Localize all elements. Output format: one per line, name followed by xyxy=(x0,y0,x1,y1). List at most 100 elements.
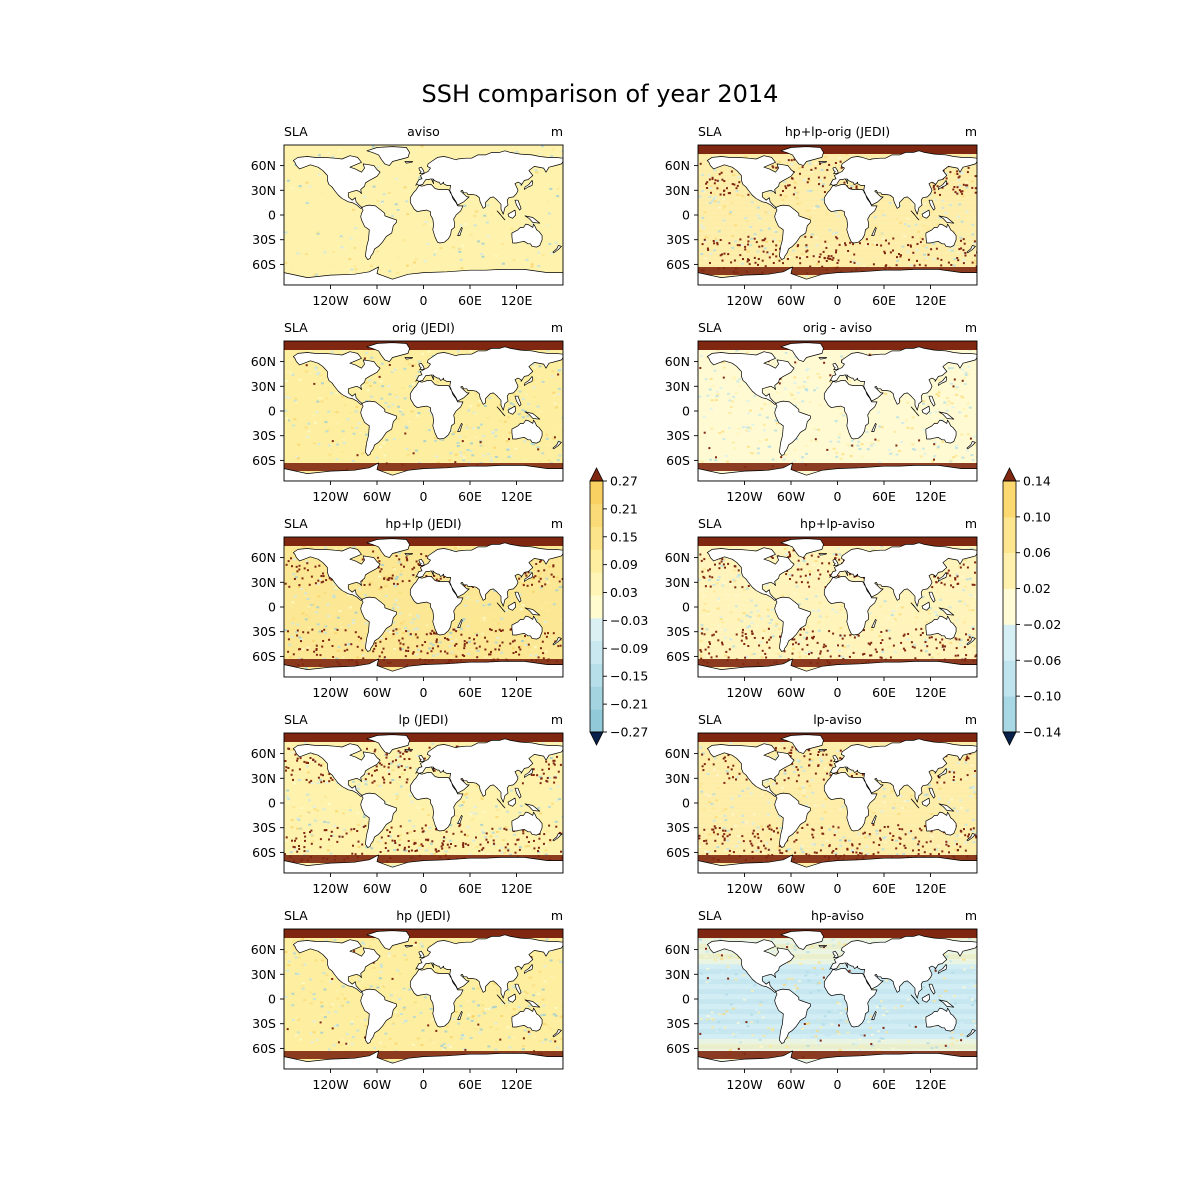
panel-units: m xyxy=(965,712,977,727)
lat-tick-label: 0 xyxy=(682,404,690,419)
colorbar-extend-min xyxy=(1002,731,1017,746)
lat-tick-label: 30S xyxy=(666,1016,690,1031)
colorbar-right: 0.14 0.10 0.06 0.02 −0.02 −0.06 −0.10 −0.14 xyxy=(1002,467,1061,746)
lon-tick-label: 60E xyxy=(872,1077,896,1092)
sla-field xyxy=(698,145,977,285)
lon-tick-label: 60E xyxy=(458,293,482,308)
panel-units: m xyxy=(551,908,563,923)
map-panel-hplp-jedi: SLA hp+lp (JEDI) m 60N 30N 0 30S 60S 120W 60W 0 60E… xyxy=(251,516,564,700)
lon-tick-label: 120E xyxy=(501,293,533,308)
lat-tick-label: 30N xyxy=(665,771,690,786)
lat-tick-label: 30S xyxy=(252,232,276,247)
lon-tick-label: 0 xyxy=(834,1077,842,1092)
lon-tick-label: 120W xyxy=(312,881,348,896)
land-mask xyxy=(698,538,977,677)
sla-field xyxy=(698,341,977,481)
land-mask xyxy=(698,342,977,481)
sla-field xyxy=(284,733,563,873)
colorbar-extend-min xyxy=(589,731,604,746)
land-mask xyxy=(698,146,977,285)
colorbar-tick-label: −0.02 xyxy=(1023,617,1061,632)
lon-tick-label: 60E xyxy=(872,881,896,896)
panel-title: hp (JEDI) xyxy=(396,908,450,923)
map-panel-hp-jedi: SLA hp (JEDI) m 60N 30N 0 30S 60S 120W 60W 0 60E 120… xyxy=(251,908,564,1092)
map-panel-hplp-aviso: SLA hp+lp-aviso m 60N 30N 0 30S 60S 120W 60W 0 60E 1… xyxy=(665,516,978,700)
panel-title: orig - aviso xyxy=(803,320,872,335)
panel-left-label: SLA xyxy=(284,320,308,335)
lon-tick-label: 60E xyxy=(872,293,896,308)
map-panel-orig-aviso: SLA orig - aviso m 60N 30N 0 30S 60S 120W 60W 0 60E… xyxy=(665,320,978,504)
sla-field xyxy=(698,733,977,873)
panel-units: m xyxy=(965,320,977,335)
lat-tick-label: 60N xyxy=(251,158,276,173)
panel-left-label: SLA xyxy=(284,516,308,531)
panel-units: m xyxy=(551,516,563,531)
lon-tick-label: 120E xyxy=(915,685,947,700)
colorbar-tick-label: −0.15 xyxy=(610,669,648,684)
panel-title: hp+lp (JEDI) xyxy=(385,516,461,531)
lat-tick-label: 30S xyxy=(666,624,690,639)
lat-tick-label: 30N xyxy=(665,575,690,590)
sla-field xyxy=(698,929,977,1069)
lon-tick-label: 60W xyxy=(777,489,805,504)
panel-left-label: SLA xyxy=(698,712,722,727)
lat-tick-label: 60N xyxy=(665,354,690,369)
map-panel-orig-jedi: SLA orig (JEDI) m 60N 30N 0 30S 60S 120W 60W 0 60E 1… xyxy=(251,320,564,504)
lon-tick-label: 120E xyxy=(501,685,533,700)
lat-tick-label: 0 xyxy=(682,992,690,1007)
lon-tick-label: 120W xyxy=(312,293,348,308)
panel-units: m xyxy=(965,124,977,139)
colorbar-band xyxy=(590,549,603,573)
lat-tick-label: 60S xyxy=(252,845,276,860)
colorbar-band xyxy=(590,595,603,619)
colorbar-band xyxy=(590,663,603,687)
colorbar-band xyxy=(1003,481,1016,518)
lat-tick-label: 60S xyxy=(252,453,276,468)
land-mask xyxy=(284,538,563,677)
colorbar-tick-label: 0.15 xyxy=(610,529,638,544)
lat-tick-label: 0 xyxy=(682,796,690,811)
colorbar-extend-max xyxy=(589,467,604,482)
lat-tick-label: 0 xyxy=(268,404,276,419)
map-panel-aviso: SLA aviso m 60N 30N 0 30S 60S 120W 60W 0 60E 120E xyxy=(251,124,564,308)
lat-tick-label: 60N xyxy=(251,550,276,565)
lat-tick-label: 60N xyxy=(665,746,690,761)
lat-tick-label: 30N xyxy=(251,967,276,982)
lat-tick-label: 30S xyxy=(666,428,690,443)
lat-tick-label: 60N xyxy=(251,746,276,761)
panel-left-label: SLA xyxy=(698,124,722,139)
lon-tick-label: 120W xyxy=(312,1077,348,1092)
colorbar-tick-label: 0.10 xyxy=(1023,509,1051,524)
colorbar-band xyxy=(1003,588,1016,625)
lon-tick-label: 120E xyxy=(915,881,947,896)
lat-tick-label: 30N xyxy=(251,771,276,786)
panel-left-label: SLA xyxy=(698,908,722,923)
lat-tick-label: 0 xyxy=(682,208,690,223)
colorbar-tick-label: −0.14 xyxy=(1023,725,1061,740)
colorbar-tick-label: 0.02 xyxy=(1023,581,1051,596)
map-panel-lp-aviso: SLA lp-aviso m 60N 30N 0 30S 60S 120W 60W 0 60E 120E xyxy=(665,712,978,896)
lon-tick-label: 60W xyxy=(363,1077,391,1092)
lat-tick-label: 60N xyxy=(665,550,690,565)
panel-title: lp-aviso xyxy=(813,712,862,727)
lat-tick-label: 60S xyxy=(666,845,690,860)
lon-tick-label: 60W xyxy=(363,881,391,896)
colorbar-band xyxy=(590,572,603,596)
lon-tick-label: 120W xyxy=(312,489,348,504)
lon-tick-label: 0 xyxy=(834,489,842,504)
sla-field xyxy=(698,537,977,677)
lat-tick-label: 60S xyxy=(252,649,276,664)
lat-tick-label: 30S xyxy=(252,428,276,443)
lon-tick-label: 0 xyxy=(420,685,428,700)
lon-tick-label: 120E xyxy=(501,881,533,896)
sla-field xyxy=(284,341,563,481)
colorbar-band xyxy=(1003,552,1016,589)
lon-tick-label: 120E xyxy=(915,489,947,504)
panel-title: orig (JEDI) xyxy=(392,320,455,335)
map-panel-lp-jedi: SLA lp (JEDI) m 60N 30N 0 30S 60S 120W 60W 0 60E 120… xyxy=(251,712,564,896)
lat-tick-label: 60N xyxy=(665,942,690,957)
panel-title: lp (JEDI) xyxy=(398,712,448,727)
panel-left-label: SLA xyxy=(698,516,722,531)
colorbar-tick-label: −0.21 xyxy=(610,697,648,712)
